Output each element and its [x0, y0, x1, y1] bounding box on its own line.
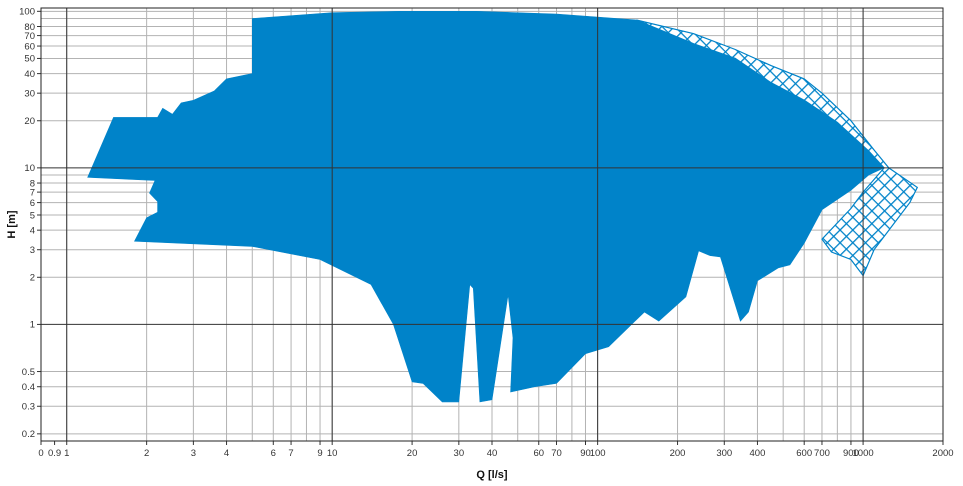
x-tick-label: 7 — [288, 448, 293, 459]
x-tick-label: 600 — [796, 448, 812, 459]
y-tick-label: 4 — [30, 225, 35, 236]
x-tick-label: 0 — [38, 448, 43, 459]
x-tick-label: 1000 — [853, 448, 874, 459]
x-tick-label: 2000 — [932, 448, 953, 459]
y-tick-label: 1 — [30, 320, 35, 331]
x-tick-label: 70 — [551, 448, 562, 459]
x-tick-label: 200 — [670, 448, 686, 459]
x-tick-label: 300 — [716, 448, 732, 459]
y-tick-label: 0.4 — [22, 382, 35, 393]
x-tick-label: 60 — [533, 448, 544, 459]
performance-area-main — [87, 11, 885, 403]
x-tick-label: 30 — [454, 448, 465, 459]
x-tick-label: 4 — [224, 448, 229, 459]
y-tick-label: 0.5 — [22, 367, 35, 378]
plot-frame — [40, 7, 944, 442]
x-tick-label: 3 — [191, 448, 196, 459]
x-tick-label: 1 — [64, 448, 69, 459]
y-tick-label: 80 — [24, 22, 35, 33]
y-tick-label: 60 — [24, 41, 35, 52]
x-axis-label: Q [l/s] — [476, 469, 508, 481]
x-tick-label: 40 — [487, 448, 498, 459]
x-tick-label: 10 — [327, 448, 338, 459]
y-tick-label: 0.3 — [22, 402, 35, 413]
x-tick-label: 6 — [271, 448, 276, 459]
x-tick-label: 700 — [814, 448, 830, 459]
y-tick-label: 30 — [24, 88, 35, 99]
x-tick-label: 20 — [407, 448, 418, 459]
x-tick-label: 90 — [580, 448, 591, 459]
x-tick-label: 2 — [144, 448, 149, 459]
y-tick-label: 3 — [30, 245, 35, 256]
y-tick-label: 10 — [24, 163, 35, 174]
performance-area-extended — [636, 19, 919, 277]
series-layer — [87, 11, 919, 403]
y-tick-label: 8 — [30, 178, 35, 189]
y-tick-label: 7 — [30, 187, 35, 198]
y-tick-label: 5 — [30, 210, 35, 221]
y-tick-label: 40 — [24, 69, 35, 80]
x-tick-label: 900 — [843, 448, 859, 459]
y-tick-label: 20 — [24, 116, 35, 127]
y-tick-label: 2 — [30, 273, 35, 284]
y-tick-label: 50 — [24, 54, 35, 65]
y-tick-label: 70 — [24, 31, 35, 42]
x-tick-label: 400 — [750, 448, 766, 459]
x-tick-label: 9 — [317, 448, 322, 459]
y-axis-label: H [m] — [6, 210, 18, 238]
x-tick-label: 0.9 — [48, 448, 61, 459]
y-tick-label: 0.2 — [22, 429, 35, 440]
grid-major — [41, 8, 943, 441]
y-tick-label: 6 — [30, 198, 35, 209]
x-tick-label: 100 — [590, 448, 606, 459]
y-tick-label: 100 — [19, 7, 35, 18]
